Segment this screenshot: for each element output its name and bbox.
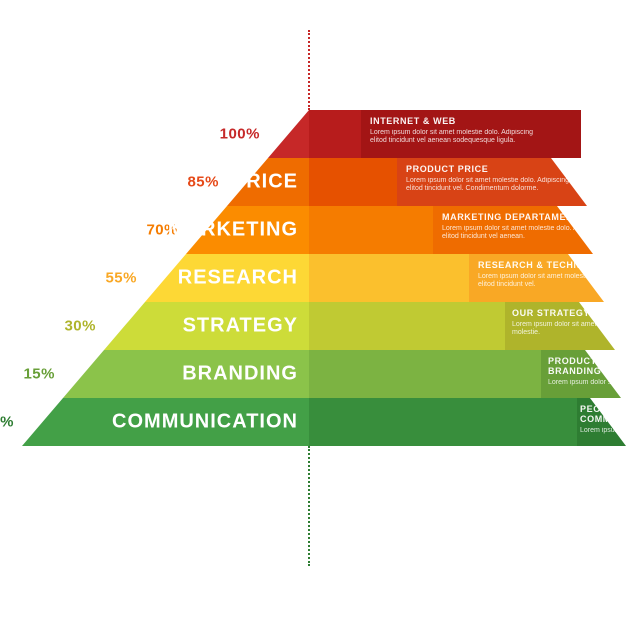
- bottom-dotted-line: [308, 446, 310, 566]
- layer-description-head: RESEARCH & TECHNOLOGIES: [478, 260, 626, 270]
- layer-description-body: Lorem ipsum dolor.: [580, 427, 626, 435]
- layer-description: INTERNET & WEB Lorem ipsum dolor sit amet…: [370, 116, 540, 146]
- layer-description: OUR STRATEGY Lorem ipsum dolor sit amet m…: [512, 308, 626, 338]
- layer-description-body: Lorem ipsum dolor sit amet molestie dolo…: [370, 129, 540, 146]
- layer-description: PEOPLE COMMUNICATION Lorem ipsum dolor.: [580, 404, 626, 435]
- layer-description: RESEARCH & TECHNOLOGIES Lorem ipsum dolor…: [478, 260, 626, 290]
- percentage-label: 100%: [218, 126, 260, 143]
- layer-mid-face: [309, 254, 469, 302]
- pyramid-layer: 70%MARKETINGMARKETING DEPARTAMENTLorem i…: [0, 206, 626, 254]
- pyramid-layer: 0% COMMUNICATION PEOPLE COMMUNICATION Lorem…: [0, 398, 626, 446]
- percentage-label: 55%: [95, 270, 137, 287]
- layer-description-head: PRODUCT BRANDING: [548, 356, 626, 376]
- percentage-label: 15%: [13, 366, 55, 383]
- percentage-label: 0%: [0, 414, 14, 431]
- layer-title: RESEARCH: [178, 267, 298, 290]
- top-dotted-line: [308, 30, 310, 110]
- layer-description-body: Lorem ipsum dolor sit amet molestie dolo…: [442, 225, 612, 242]
- layer-mid-face: [309, 350, 541, 398]
- pyramid-layer: 55% RESEARCH RESEARCH & TECHNOLOGIES Lorem …: [0, 254, 626, 302]
- layer-description-head: OUR STRATEGY: [512, 308, 626, 318]
- layer-description-head: INTERNET & WEB: [370, 116, 540, 126]
- layer-description-head: MARKETING DEPARTAMENT: [442, 212, 612, 222]
- layer-title: STRATEGY: [183, 315, 298, 338]
- layer-title: COMMUNICATION: [112, 411, 298, 434]
- pyramid-layer: 85% PRICE PRODUCT PRICE Lorem ipsum dolor s…: [0, 158, 626, 206]
- layer-title: PRICE: [232, 171, 298, 194]
- pyramid-layer: 15% BRANDING PRODUCT BRANDING Lorem ipsum d…: [0, 350, 626, 398]
- percentage-label: 85%: [177, 174, 219, 191]
- layer-left-face: [268, 110, 309, 158]
- layer-description-head: PRODUCT PRICE: [406, 164, 576, 174]
- layer-description-body: Lorem ipsum dolor sit amet molestie. Adi…: [478, 273, 626, 290]
- pyramid-layer: 100% INTERNET & WEB Lorem ipsum dolor sit …: [0, 110, 626, 158]
- layer-description-head: PEOPLE COMMUNICATION: [580, 404, 626, 424]
- layer-mid-face: [309, 158, 397, 206]
- layer-description: PRODUCT BRANDING Lorem ipsum dolor sit.: [548, 356, 626, 387]
- layer-mid-face: [309, 110, 361, 158]
- layer-title: MARKETING: [168, 219, 298, 242]
- layer-mid-face: [309, 302, 505, 350]
- percentage-label: 30%: [54, 318, 96, 335]
- layer-description: MARKETING DEPARTAMENT Lorem ipsum dolor s…: [442, 212, 612, 242]
- layer-description-body: Lorem ipsum dolor sit.: [548, 379, 626, 387]
- pyramid-layer: 30% STRATEGY OUR STRATEGY Lorem ipsum dolor…: [0, 302, 626, 350]
- layer-mid-face: [309, 398, 577, 446]
- layer-description: PRODUCT PRICE Lorem ipsum dolor sit amet …: [406, 164, 576, 194]
- layer-title: BRANDING: [182, 363, 298, 386]
- layer-description-body: Lorem ipsum dolor sit amet molestie.: [512, 321, 626, 338]
- layer-description-body: Lorem ipsum dolor sit amet molestie dolo…: [406, 177, 576, 194]
- pyramid-infographic: 100% INTERNET & WEB Lorem ipsum dolor sit …: [0, 110, 626, 446]
- layer-mid-face: [309, 206, 433, 254]
